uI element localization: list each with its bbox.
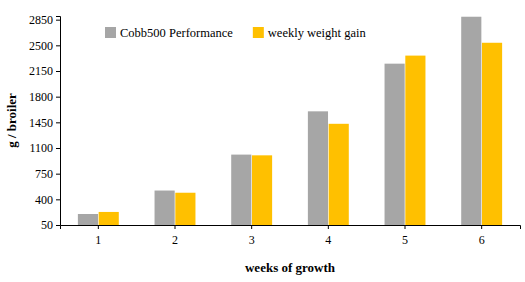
- bar: [231, 155, 251, 225]
- x-tick-label: 2: [172, 233, 178, 247]
- y-tick-mark: [56, 20, 60, 21]
- y-tick-label: 2500: [29, 39, 53, 53]
- x-tick-mark: [405, 225, 406, 229]
- x-tick-mark: [98, 225, 99, 229]
- bar: [155, 191, 175, 225]
- bar: [329, 124, 349, 225]
- y-tick: 2150: [29, 64, 60, 78]
- y-axis: 50 400 750 1100 1450 1800 2150 2500 2850: [29, 13, 61, 232]
- y-tick: 750: [35, 167, 60, 181]
- legend-item: Cobb500 Performance: [105, 26, 233, 40]
- bar: [99, 212, 119, 225]
- chart-container: 50 400 750 1100 1450 1800 2150 2500 2850 1 2 3 4 5 6 we…: [0, 0, 525, 282]
- x-tick-mark: [328, 225, 329, 229]
- legend-item: weekly weight gain: [253, 26, 367, 40]
- y-tick-label: 1800: [29, 90, 53, 104]
- y-tick: 50: [41, 218, 60, 232]
- y-tick-mark: [56, 97, 60, 98]
- y-tick-mark: [56, 45, 60, 46]
- y-tick-label: 50: [41, 218, 53, 232]
- legend: Cobb500 Performance weekly weight gain: [105, 26, 366, 40]
- legend-label: Cobb500 Performance: [120, 26, 233, 40]
- y-tick: 1100: [29, 141, 60, 155]
- x-tick: 3: [249, 225, 255, 247]
- y-tick-label: 1450: [29, 116, 53, 130]
- bar: [405, 56, 425, 225]
- y-tick: 2850: [29, 13, 60, 27]
- bar: [461, 17, 481, 225]
- y-tick-label: 400: [35, 193, 53, 207]
- y-tick: 400: [35, 193, 60, 207]
- bar-series: [99, 43, 502, 225]
- y-tick-label: 750: [35, 167, 53, 181]
- bar: [78, 214, 98, 225]
- bar: [252, 155, 272, 225]
- y-tick-label: 2850: [29, 13, 53, 27]
- y-tick-mark: [56, 122, 60, 123]
- x-tick: 2: [172, 225, 178, 247]
- bar-series: [78, 17, 481, 225]
- x-tick-mark: [251, 225, 252, 229]
- x-tick: 6: [479, 225, 485, 247]
- x-tick-label: 3: [249, 233, 255, 247]
- x-axis: 1 2 3 4 5 6: [61, 225, 521, 247]
- x-tick: 1: [95, 225, 101, 247]
- bars: [78, 17, 502, 225]
- y-tick: 1800: [29, 90, 60, 104]
- y-axis-title: g / broiler: [4, 93, 19, 148]
- x-tick: 4: [325, 225, 331, 247]
- x-tick-label: 5: [402, 233, 408, 247]
- x-tick-label: 1: [95, 233, 101, 247]
- bar: [308, 111, 328, 225]
- legend-label: weekly weight gain: [268, 26, 367, 40]
- y-axis-line: [56, 17, 61, 226]
- x-axis-title: weeks of growth: [245, 260, 336, 275]
- y-tick-mark: [56, 225, 60, 226]
- y-tick: 2500: [29, 39, 60, 53]
- y-tick: 1450: [29, 116, 60, 130]
- legend-swatch: [253, 27, 264, 38]
- x-tick-mark: [175, 225, 176, 229]
- bar: [385, 64, 405, 225]
- bar: [175, 193, 195, 225]
- y-tick-label: 2150: [29, 64, 53, 78]
- x-tick-label: 4: [325, 233, 331, 247]
- y-tick-mark: [56, 199, 60, 200]
- y-tick-label: 1100: [29, 141, 53, 155]
- y-tick-mark: [56, 174, 60, 175]
- chart-svg: 50 400 750 1100 1450 1800 2150 2500 2850 1 2 3 4 5 6 we…: [0, 0, 525, 282]
- x-axis-line: [61, 226, 521, 230]
- legend-swatch: [105, 27, 116, 38]
- bar: [482, 43, 502, 225]
- y-tick-mark: [56, 71, 60, 72]
- x-tick-mark: [481, 225, 482, 229]
- plot-area: 50 400 750 1100 1450 1800 2150 2500 2850 1 2 3 4 5 6: [29, 13, 521, 247]
- x-tick: 5: [402, 225, 408, 247]
- y-tick-mark: [56, 148, 60, 149]
- x-tick-label: 6: [479, 233, 485, 247]
